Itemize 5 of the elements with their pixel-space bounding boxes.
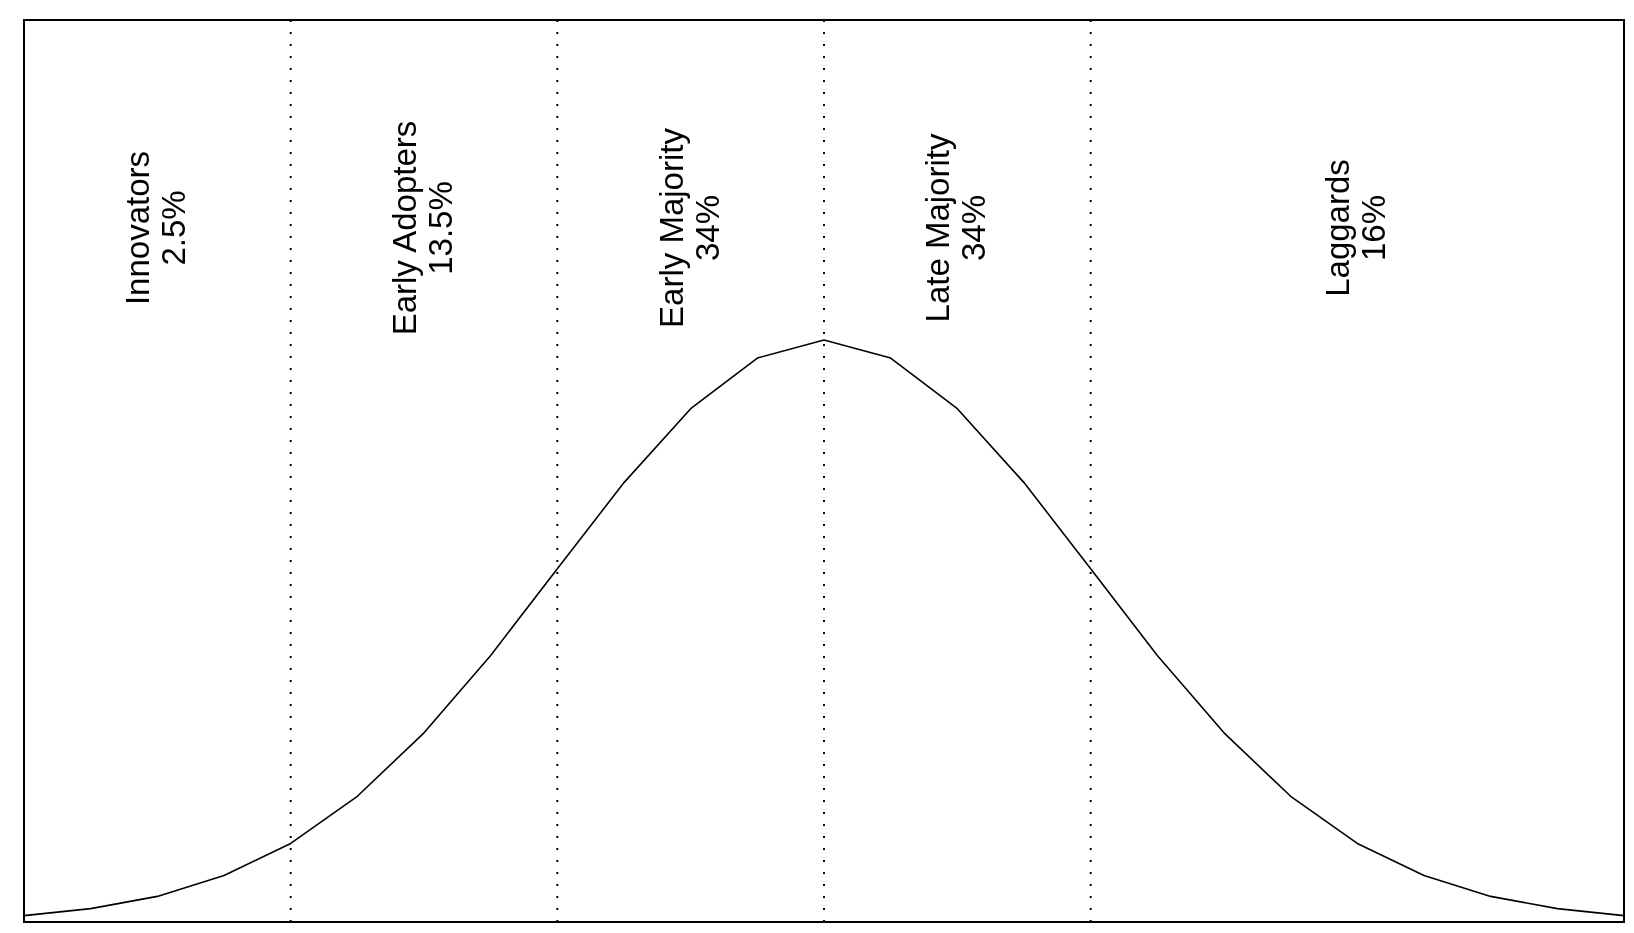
text: Laggards 16% xyxy=(1319,159,1393,297)
text: Late Majority 34% xyxy=(919,133,993,323)
text: Early Majority 34% xyxy=(652,127,726,328)
text: Innovators 2.5% xyxy=(119,150,193,306)
text: Early Adopters 13.5% xyxy=(386,120,459,336)
